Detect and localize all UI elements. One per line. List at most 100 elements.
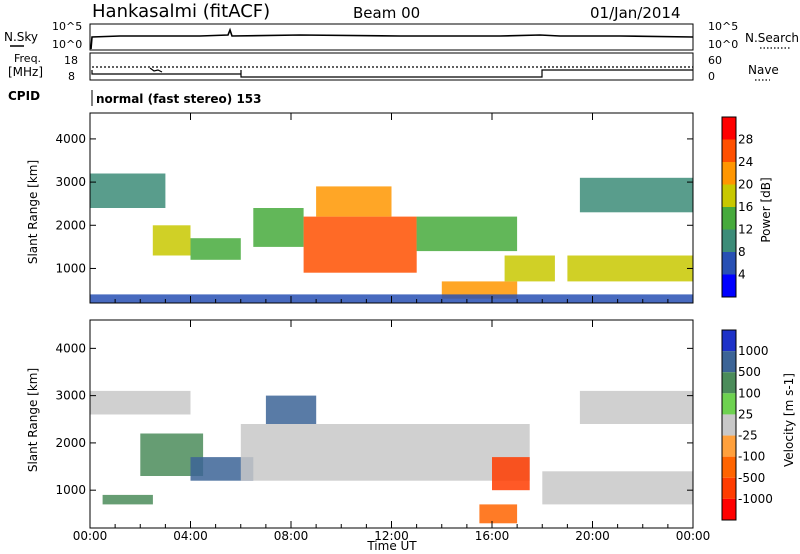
velocity-colorbar-swatch <box>722 414 736 436</box>
cpid-label: CPID <box>8 89 40 103</box>
velocity-colorbar-label: Velocity [m s-1] <box>782 373 796 467</box>
power-colorbar-frame <box>721 116 737 298</box>
nave-label: Nave <box>748 63 779 77</box>
velocity-panel <box>90 390 694 524</box>
velocity-ytick-label: 2000 <box>55 436 86 450</box>
power-colorbar-swatch <box>722 252 736 275</box>
power-region <box>504 255 555 282</box>
velocity-ylabel: Slant Range [km] <box>26 368 40 472</box>
velocity-colorbar-tick: 100 <box>738 386 761 400</box>
velocity-colorbar-swatch <box>722 372 736 394</box>
time-axis-title: Time UT <box>366 539 417 553</box>
noise-left-tick-bottom: 10^0 <box>52 38 82 51</box>
cpid-value: normal (fast stereo) 153 <box>96 92 262 106</box>
velocity-region <box>90 390 191 415</box>
velocity-region <box>102 494 153 505</box>
noise-panel-frame <box>89 23 694 51</box>
power-colorbar-label: Power [dB] <box>759 177 773 242</box>
power-region <box>152 225 191 256</box>
velocity-colorbar-swatch <box>722 498 736 520</box>
power-colorbar-tick: 16 <box>738 200 753 214</box>
time-tick-label: 08:00 <box>274 529 309 543</box>
freq-trace <box>91 69 693 78</box>
velocity-colorbar-tick: -100 <box>738 450 765 464</box>
power-colorbar-swatch <box>722 117 736 140</box>
velocity-region <box>265 395 317 424</box>
velocity-colorbar-tick: -500 <box>738 471 765 485</box>
freq-tick-bottom: 8 <box>68 70 75 83</box>
nave-tick-top: 60 <box>708 54 722 67</box>
velocity-region <box>479 504 518 524</box>
velocity-ytick-label: 1000 <box>55 483 86 497</box>
power-region <box>441 281 518 299</box>
power-colorbar-tick: 24 <box>738 155 753 169</box>
power-ytick-label: 2000 <box>55 218 86 232</box>
power-colorbar: 4 8 12 16 20 24 28 <box>721 116 753 298</box>
time-tick-label: 16:00 <box>475 529 510 543</box>
power-colorbar-swatch <box>722 207 736 230</box>
power-region <box>567 255 693 282</box>
freq-tick-top: 18 <box>64 54 78 67</box>
power-panel <box>90 173 693 303</box>
velocity-colorbar-tick: 500 <box>738 365 761 379</box>
velocity-region <box>190 457 254 481</box>
power-colorbar-swatch <box>722 184 736 207</box>
power-yticks: 1000 2000 3000 4000 <box>55 132 693 275</box>
power-colorbar-swatch <box>722 162 736 185</box>
power-ytick-label: 1000 <box>55 261 86 275</box>
power-region <box>190 238 241 260</box>
velocity-colorbar-tick: 25 <box>738 407 753 421</box>
time-tick-label: 00:00 <box>676 529 711 543</box>
velocity-colorbar-swatch <box>722 456 736 478</box>
velocity-colorbar-frame <box>721 329 737 521</box>
power-colorbar-tick: 4 <box>738 268 746 282</box>
power-colorbar-swatch <box>722 229 736 252</box>
velocity-yticks: 1000 2000 3000 4000 <box>55 341 693 497</box>
power-region <box>90 173 166 208</box>
time-tick-label: 04:00 <box>173 529 208 543</box>
velocity-colorbar-swatch <box>722 393 736 415</box>
velocity-region <box>492 457 530 491</box>
time-tick-label: 12:00 <box>374 529 409 543</box>
date-title: 01/Jan/2014 <box>590 4 681 22</box>
beam-title: Beam 00 <box>353 4 420 22</box>
power-region <box>303 216 417 273</box>
noise-right-label: N.Search <box>745 31 799 45</box>
velocity-region <box>542 471 694 505</box>
noise-left-tick-top: 10^5 <box>52 20 82 33</box>
freq-label-2: [MHz] <box>8 65 43 79</box>
noise-trace <box>90 27 694 50</box>
nave-dip <box>149 67 163 73</box>
power-ylabel: Slant Range [km] <box>26 160 40 264</box>
station-title: Hankasalmi (fitACF) <box>92 1 270 22</box>
velocity-ytick-label: 3000 <box>55 389 86 403</box>
velocity-colorbar-tick: -1000 <box>738 492 773 506</box>
power-ytick-label: 3000 <box>55 175 86 189</box>
velocity-colorbar-swatch <box>722 435 736 457</box>
time-tick-label: 00:00 <box>73 529 108 543</box>
velocity-region <box>240 424 530 481</box>
power-region <box>253 208 304 247</box>
nave-tick-bottom: 0 <box>708 70 715 83</box>
power-colorbar-tick: 20 <box>738 178 753 192</box>
power-region <box>316 186 392 217</box>
power-colorbar-swatch <box>722 274 736 297</box>
noise-right-tick-top: 10^5 <box>708 20 738 33</box>
velocity-colorbar-swatch <box>722 477 736 499</box>
power-ytick-label: 4000 <box>55 132 86 146</box>
noise-left-label: N.Sky <box>4 30 38 44</box>
velocity-colorbar: 1000 500 100 25 -25 -100 -500 -1000 <box>721 329 773 521</box>
velocity-colorbar-tick: -25 <box>738 429 758 443</box>
power-colorbar-tick: 8 <box>738 245 746 259</box>
velocity-colorbar-tick: 1000 <box>738 344 769 358</box>
power-colorbar-tick: 28 <box>738 133 753 147</box>
power-region <box>416 216 518 252</box>
noise-right-tick-bottom: 10^0 <box>708 38 738 51</box>
power-colorbar-tick: 12 <box>738 223 753 237</box>
velocity-colorbar-swatch <box>722 351 736 373</box>
time-axis: 00:00 04:00 08:00 12:00 16:00 20:00 00:00 <box>73 113 711 543</box>
time-tick-label: 20:00 <box>575 529 610 543</box>
velocity-region <box>579 390 693 424</box>
power-region <box>579 177 693 213</box>
